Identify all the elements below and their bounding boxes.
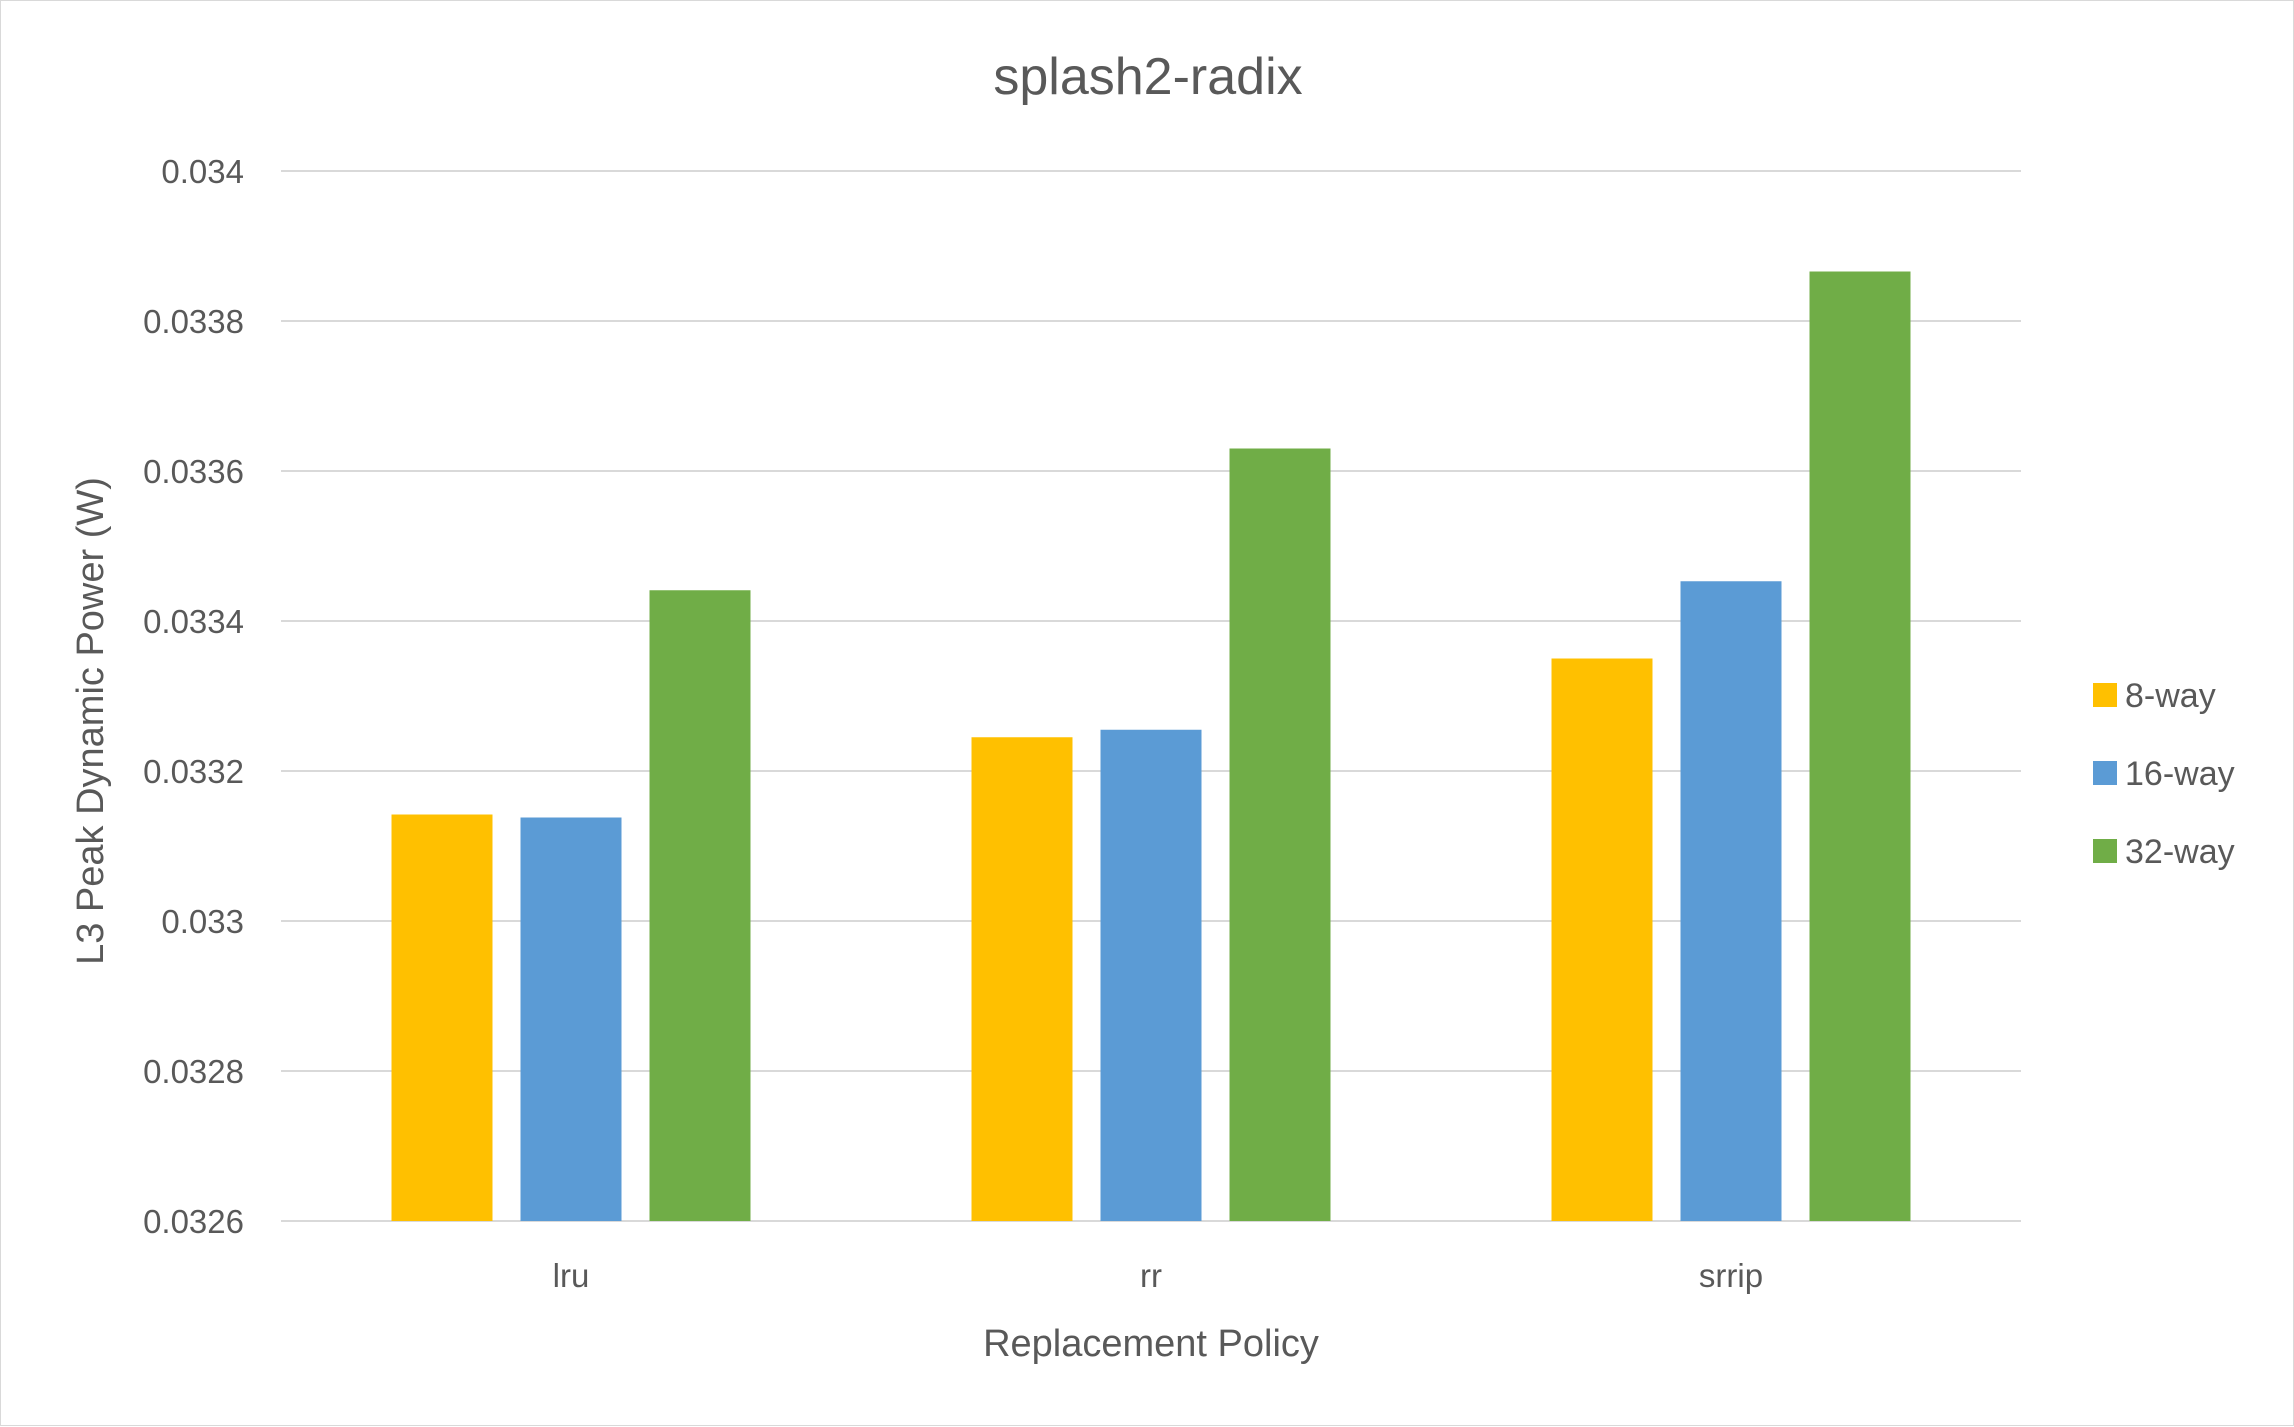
x-tick-label: rr bbox=[1140, 1257, 1162, 1294]
bar-8-way-lru bbox=[391, 814, 493, 1221]
bar-8-way-srrip bbox=[1551, 658, 1653, 1221]
bar-8-way-rr bbox=[971, 737, 1073, 1221]
bar-32-way-lru bbox=[649, 590, 751, 1221]
legend-label: 16-way bbox=[2125, 755, 2235, 793]
legend-swatch bbox=[2093, 839, 2117, 863]
y-axis-ticks: 0.0326 0.0328 0.033 0.0332 0.0334 0.0336 0.033… bbox=[143, 153, 244, 1240]
y-tick-label: 0.0326 bbox=[143, 1203, 244, 1240]
y-tick-label: 0.0338 bbox=[143, 303, 244, 340]
y-tick-label: 0.0332 bbox=[143, 753, 244, 790]
chart-title: splash2-radix bbox=[993, 48, 1302, 106]
x-axis-ticks: lru rr srrip bbox=[553, 1257, 1763, 1294]
bar-32-way-srrip bbox=[1809, 271, 1911, 1221]
x-axis-title: Replacement Policy bbox=[983, 1323, 1319, 1365]
bar-16-way-srrip bbox=[1680, 581, 1782, 1221]
y-tick-label: 0.034 bbox=[161, 153, 244, 190]
legend-swatch bbox=[2093, 683, 2117, 707]
bar-16-way-lru bbox=[520, 817, 622, 1221]
y-tick-label: 0.0334 bbox=[143, 603, 244, 640]
bar-32-way-rr bbox=[1229, 448, 1331, 1221]
legend-label: 32-way bbox=[2125, 833, 2235, 871]
bars bbox=[391, 271, 1911, 1221]
legend-label: 8-way bbox=[2125, 677, 2216, 715]
x-tick-label: lru bbox=[553, 1257, 590, 1294]
y-tick-label: 0.033 bbox=[161, 903, 244, 940]
x-tick-label: srrip bbox=[1699, 1257, 1763, 1294]
bar-16-way-rr bbox=[1100, 729, 1202, 1221]
y-tick-label: 0.0328 bbox=[143, 1053, 244, 1090]
y-tick-label: 0.0336 bbox=[143, 453, 244, 490]
y-axis-title: L3 Peak Dynamic Power (W) bbox=[70, 477, 112, 965]
legend-swatch bbox=[2093, 761, 2117, 785]
legend: 8-way 16-way 32-way bbox=[2093, 677, 2235, 871]
